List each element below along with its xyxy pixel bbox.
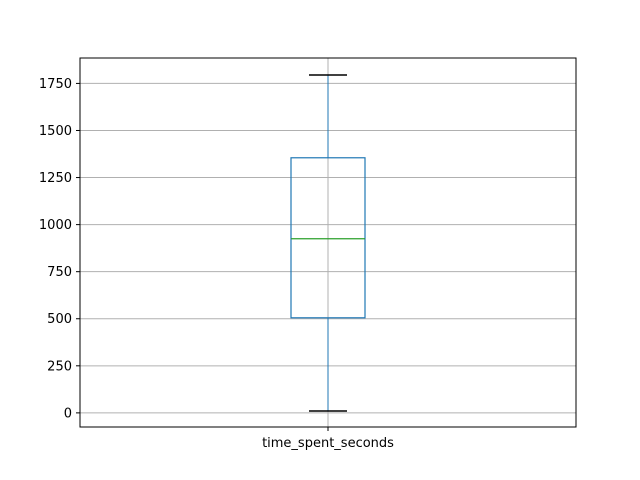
x-axis-ticks: time_spent_seconds	[262, 427, 394, 451]
y-tick-label: 1750	[39, 77, 72, 92]
plot-area-frame	[79, 57, 577, 428]
y-tick-label: 0	[64, 406, 72, 421]
y-tick-label: 1500	[39, 124, 72, 139]
y-tick-label: 250	[47, 359, 72, 374]
box-plot	[290, 74, 366, 412]
grid-lines	[80, 58, 576, 427]
y-tick-label: 750	[47, 265, 72, 280]
y-tick-label: 500	[47, 312, 72, 327]
iqr-box	[290, 157, 366, 319]
y-tick-label: 1000	[39, 218, 72, 233]
x-tick-label: time_spent_seconds	[262, 436, 394, 451]
y-axis-ticks: 0 250 500 750 1000 1250 1500 1750	[39, 77, 80, 421]
y-tick-label: 1250	[39, 171, 72, 186]
